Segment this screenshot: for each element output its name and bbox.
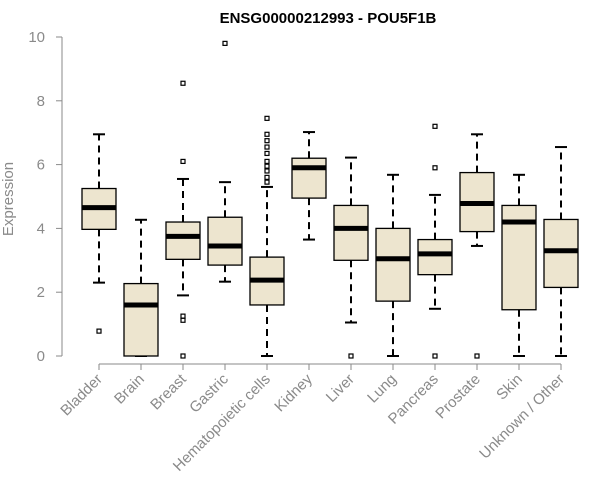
box-lung [375, 173, 411, 357]
outlier-point [264, 163, 270, 169]
y-axis-label: Expression [0, 162, 17, 236]
box-iqr [291, 157, 327, 199]
outlier-point [432, 123, 438, 129]
x-tick-label: Skin [493, 371, 526, 404]
y-tick-label: 8 [37, 93, 45, 110]
outlier-point [432, 165, 438, 171]
box-prostate [459, 133, 495, 359]
outlier-point [264, 179, 270, 185]
x-tick-label: Bladder [57, 371, 106, 420]
box-iqr [543, 218, 579, 289]
outlier-point [180, 313, 186, 319]
box-iqr [375, 227, 411, 302]
box-brain [123, 218, 159, 357]
outlier-point [264, 138, 270, 144]
outlier-point [264, 174, 270, 180]
outlier-point [180, 317, 186, 323]
x-tick-label: Prostate [432, 371, 484, 423]
outlier-point [96, 328, 102, 334]
outlier-point [222, 40, 228, 46]
x-tick-label: Brain [111, 371, 148, 408]
box-iqr [165, 221, 201, 260]
outlier-point [264, 144, 270, 150]
box-iqr [333, 204, 369, 261]
outlier-point [180, 158, 186, 165]
outlier-point [264, 131, 270, 137]
x-tick-label: Breast [147, 370, 190, 413]
box-liver [333, 156, 369, 359]
y-tick-label: 0 [37, 348, 45, 365]
y-tick-label: 2 [37, 284, 45, 301]
x-tick-label: Kidney [271, 370, 316, 415]
box-iqr [417, 238, 453, 276]
box-gastric [207, 40, 243, 283]
outlier-point [264, 158, 270, 165]
x-tick-label: Lung [364, 371, 400, 407]
boxes-group [81, 40, 579, 359]
box-pancreas [417, 123, 453, 359]
chart-title: ENSG00000212993 - POU5F1B [220, 10, 437, 27]
outlier-point [264, 150, 270, 157]
outlier-point [264, 168, 270, 174]
y-tick-label: 6 [37, 157, 45, 174]
y-axis: 0 2 4 6 8 10 [28, 29, 63, 365]
y-tick-label: 4 [37, 220, 45, 237]
outlier-point [474, 353, 480, 359]
box-unknown-other [543, 146, 579, 357]
y-tick-label: 10 [28, 29, 45, 46]
box-breast [165, 80, 201, 359]
outlier-point [264, 115, 270, 121]
outlier-point [432, 353, 438, 359]
outlier-point [180, 353, 186, 359]
x-tick-label: Liver [323, 371, 358, 406]
box-hematopoietic-cells [249, 115, 285, 357]
box-iqr [207, 216, 243, 266]
box-bladder [81, 133, 117, 334]
outlier-point [348, 353, 354, 359]
box-iqr [123, 282, 159, 357]
box-skin [501, 173, 537, 357]
box-kidney [291, 131, 327, 241]
outlier-point [180, 80, 186, 86]
